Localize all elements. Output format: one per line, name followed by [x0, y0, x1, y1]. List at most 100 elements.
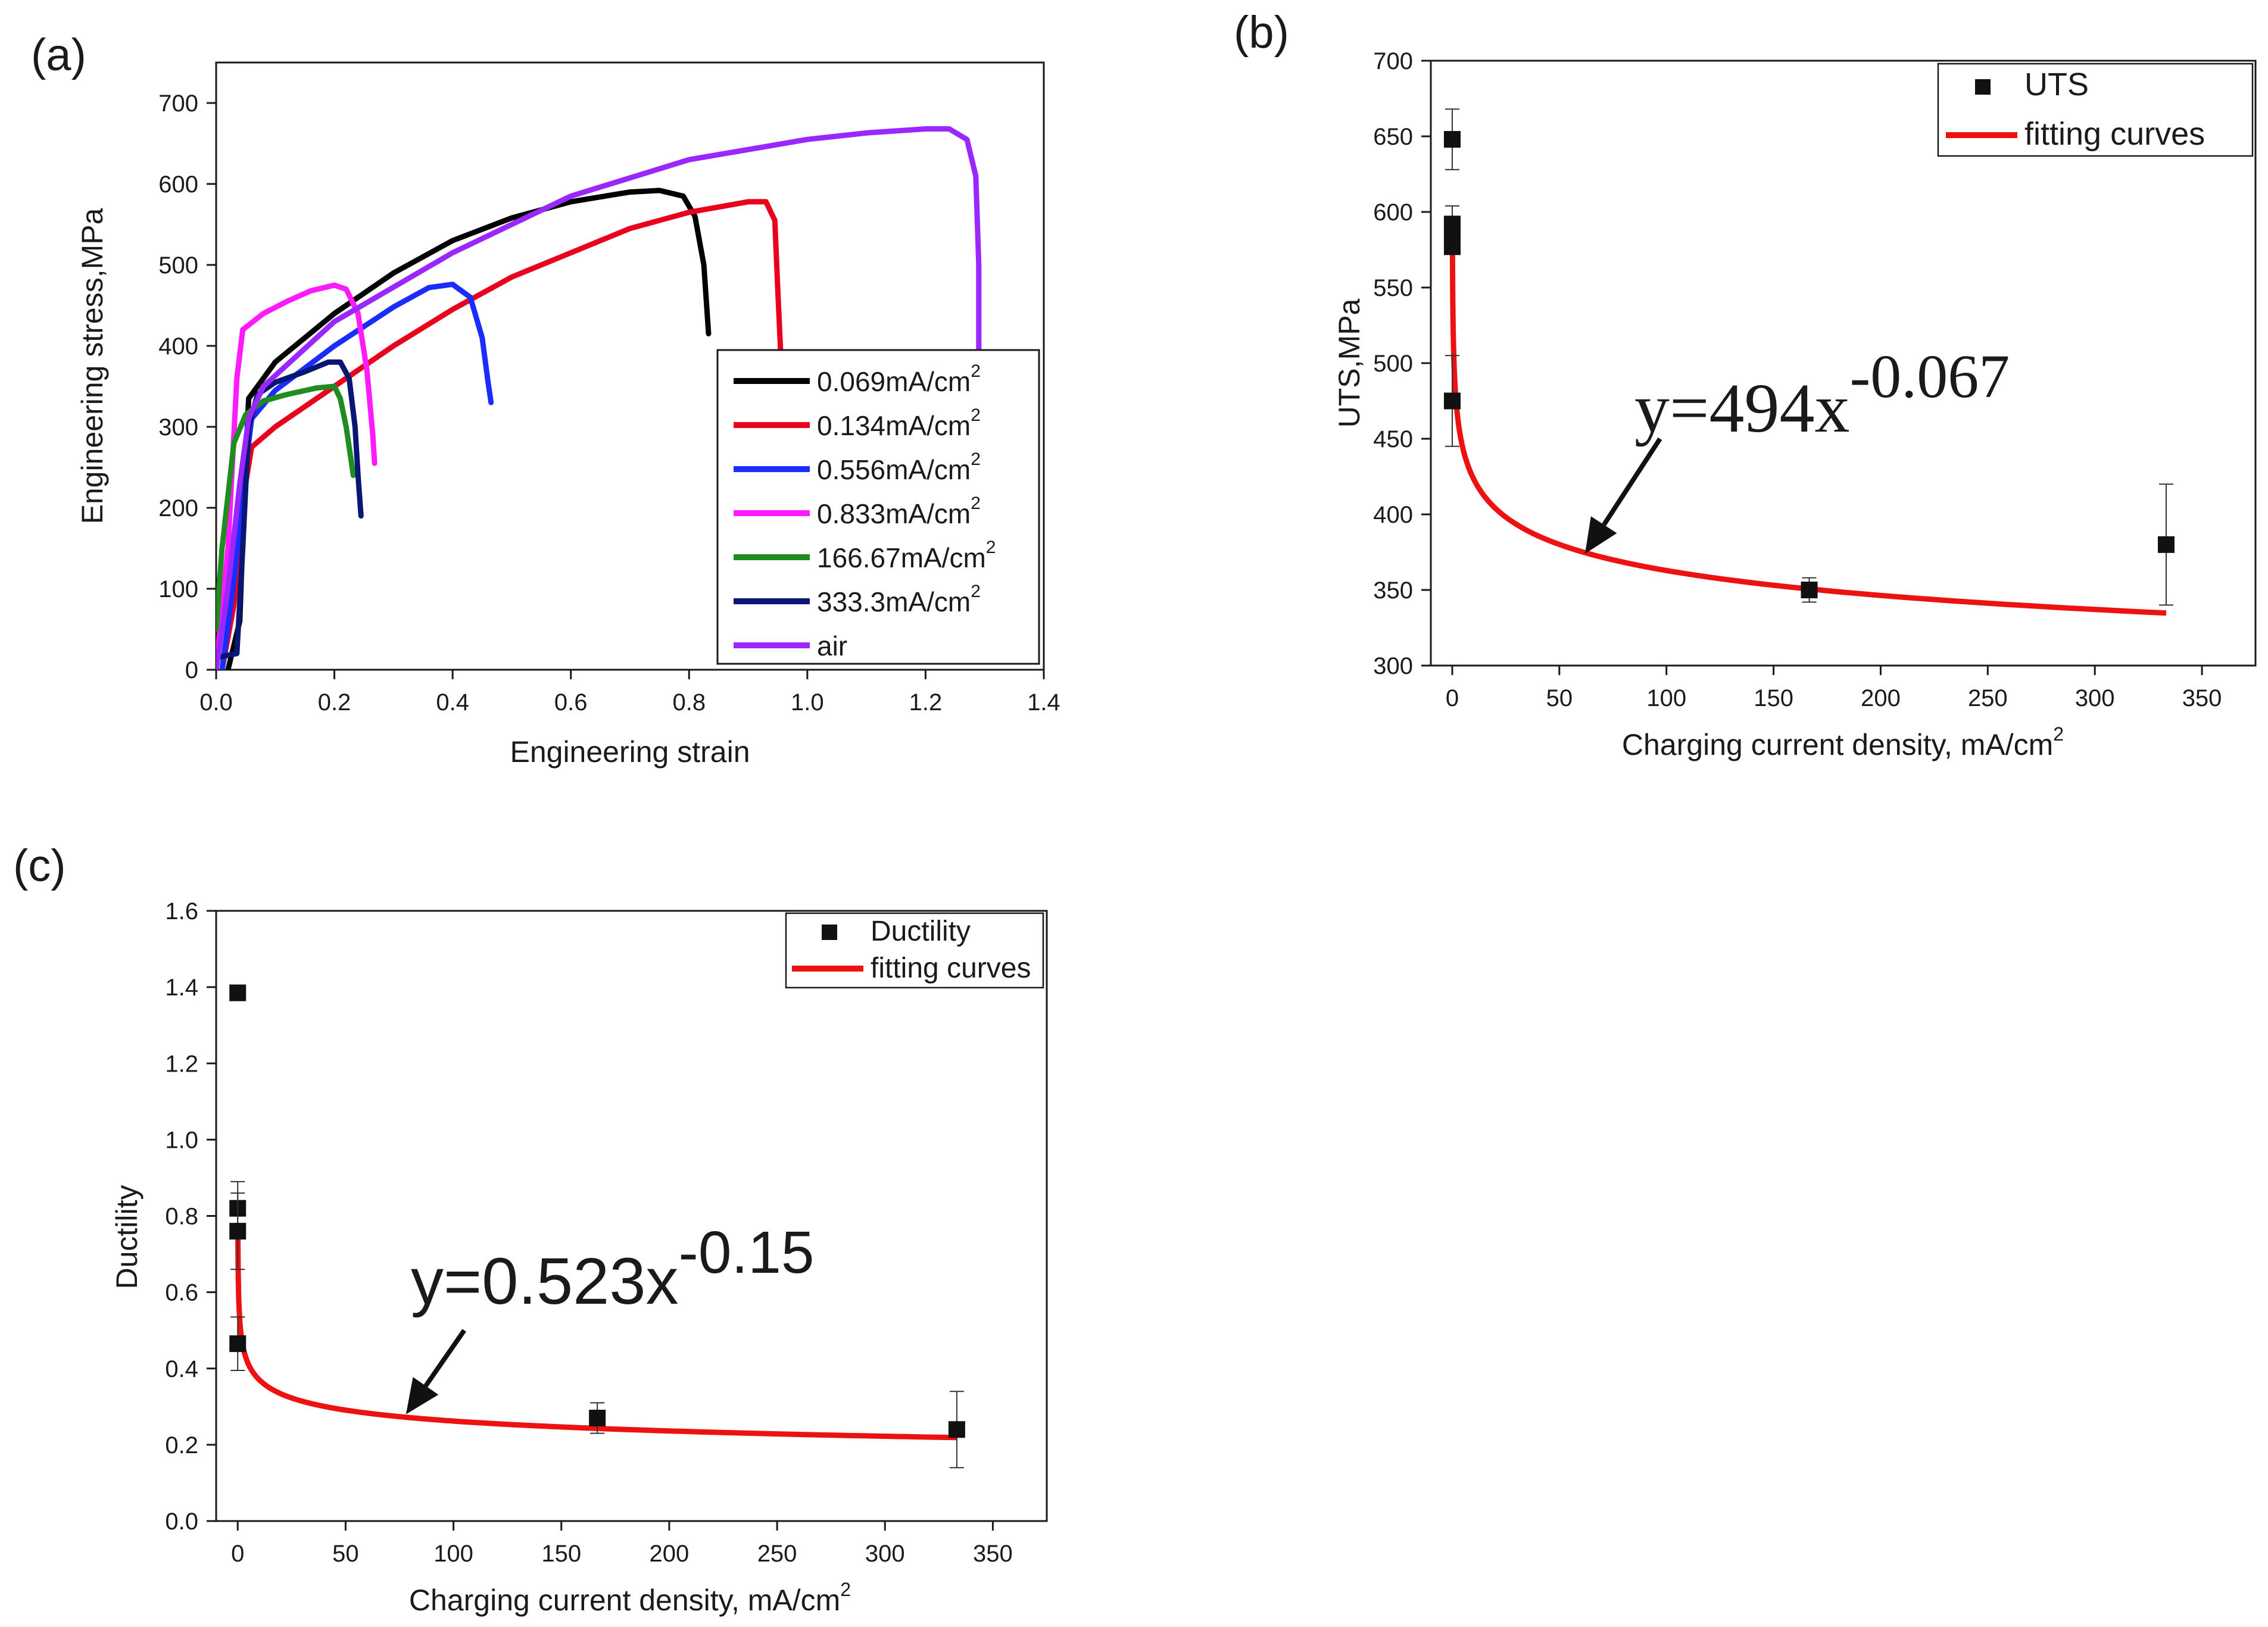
series-line-1 [219, 199, 784, 670]
legend-label-sup: 2 [971, 361, 981, 381]
panel-b-chart: 0 50 100 150 200 250 300 350 300 350 400 450 500 550… [1333, 48, 2257, 761]
fit-curve [235, 1222, 957, 1441]
x-tick-label: 250 [757, 1541, 797, 1567]
y-tick-label: 0.2 [165, 1432, 198, 1459]
y-tick-label: 100 [158, 576, 198, 602]
y-tick-label: 450 [1373, 426, 1413, 452]
legend-label-1: 0.134mA/cm2 [817, 405, 981, 441]
legend-label-sup: 2 [971, 449, 981, 469]
x-tick-label: 0.0 [199, 689, 233, 716]
panel-c-x-axis-label: Charging current density, mA/cm2 [409, 1579, 851, 1617]
series-line-4 [216, 383, 356, 632]
panel-a-label: (a) [31, 30, 86, 80]
panel-c-chart: 0 50 100 150 200 250 300 350 0.0 0.2 0.4 0.6 0.8 1.0… [110, 898, 1048, 1617]
panel-b-fit-equation: y=494x-0.067 [1634, 342, 2010, 447]
panel-b-x-axis-label-sup: 2 [2053, 723, 2064, 745]
y-tick-label: 300 [1373, 653, 1413, 679]
x-tick-label: 200 [650, 1541, 690, 1567]
y-tick-label: 700 [1373, 48, 1413, 74]
data-point-3 [1443, 238, 1461, 255]
panel-b-legend-label-uts: UTS [2024, 67, 2089, 102]
x-tick-label: 250 [1968, 685, 2008, 711]
x-tick-label: 150 [541, 1541, 581, 1567]
fit-curve [1449, 224, 2167, 616]
y-tick-label: 1.0 [165, 1127, 198, 1153]
series-line-5 [216, 359, 364, 661]
y-tick-label: 500 [158, 252, 198, 279]
x-tick-label: 1.4 [1027, 689, 1060, 716]
panel-b-legend: UTS fitting curves [1937, 63, 2254, 157]
y-tick-label: 0.4 [165, 1356, 198, 1382]
x-tick-label: 100 [1646, 685, 1686, 711]
legend-label-text: 0.069mA/cm [817, 366, 971, 397]
panel-a-plot-frame [215, 61, 1045, 671]
x-tick-label: 1.2 [909, 689, 943, 716]
data-point-4 [1443, 392, 1461, 410]
panel-a-y-axis-label: Engineering stress,MPa [76, 208, 109, 524]
panel-b-x-axis-label-text: Charging current density, mA/cm [1622, 728, 2053, 761]
y-tick-label: 600 [158, 171, 198, 198]
x-tick-label: 50 [1546, 685, 1573, 711]
legend-label-0: 0.069mA/cm2 [817, 361, 981, 397]
annotation-arrow-head [1585, 516, 1617, 554]
legend-label-text: 0.134mA/cm [817, 410, 971, 441]
y-tick-label: 500 [1373, 351, 1413, 377]
x-tick-label: 0 [1446, 685, 1459, 711]
legend-label-2: 0.556mA/cm2 [817, 449, 981, 485]
x-tick-label: 0.2 [318, 689, 351, 716]
data-point-2 [1443, 223, 1461, 241]
annotation-arrow-shaft [423, 1329, 466, 1388]
panel-b-x-axis-label: Charging current density, mA/cm2 [1622, 723, 2064, 761]
legend-label-sup: 2 [971, 494, 981, 513]
legend-label-3: 0.833mA/cm2 [817, 494, 981, 529]
x-tick-label: 0.4 [436, 689, 469, 716]
x-tick-label: 50 [332, 1541, 359, 1567]
series-line-6 [216, 126, 982, 670]
panel-b-fit-equation-exponent: -0.067 [1850, 342, 2010, 411]
panel-b-label: (b) [1234, 7, 1289, 58]
annotation-arrow-shaft [1602, 437, 1662, 526]
panel-a-x-axis-label: Engineering strain [510, 735, 750, 769]
x-tick-label: 200 [1861, 685, 1901, 711]
legend-label-text: 166.67mA/cm [817, 542, 986, 573]
panel-c-legend-label-ductility: Ductility [871, 916, 971, 947]
y-tick-label: 0 [185, 657, 198, 683]
panel-c-fit-equation-base: y=0.523x [411, 1245, 679, 1318]
data-point-5 [1801, 582, 1818, 598]
panel-c-y-axis-label: Ductility [110, 1185, 143, 1289]
data-point-6 [2157, 536, 2175, 553]
data-point-4 [589, 1410, 606, 1427]
panel-c-fit-equation-exponent: -0.15 [679, 1219, 815, 1286]
y-tick-label: 350 [1373, 577, 1413, 604]
y-tick-label: 200 [158, 495, 198, 521]
y-tick-label: 0.6 [165, 1280, 198, 1306]
series-line-0 [225, 188, 712, 670]
legend-label-sup: 2 [971, 405, 981, 425]
y-tick-label: 0.0 [165, 1509, 198, 1535]
y-tick-label: 400 [158, 333, 198, 360]
y-tick-label: 1.6 [165, 898, 198, 925]
y-tick-label: 700 [158, 90, 198, 117]
x-tick-label: 0.6 [554, 689, 588, 716]
y-tick-label: 650 [1373, 124, 1413, 150]
x-tick-label: 300 [2075, 685, 2115, 711]
data-point-0 [1443, 131, 1461, 148]
y-tick-label: 1.2 [165, 1051, 198, 1077]
x-tick-label: 100 [433, 1541, 473, 1567]
x-tick-label: 150 [1754, 685, 1793, 711]
legend-label-sup: 2 [986, 538, 996, 557]
legend-label-text: 0.556mA/cm [817, 454, 971, 485]
y-tick-label: 550 [1373, 275, 1413, 301]
legend-label-text: 0.833mA/cm [817, 498, 971, 529]
panel-c-legend-label-fit: fitting curves [871, 953, 1031, 984]
x-tick-label: 300 [865, 1541, 905, 1567]
x-tick-label: 350 [2182, 685, 2222, 711]
annotation-arrow-head [405, 1377, 439, 1414]
panel-a-legend: 0.069mA/cm20.134mA/cm20.556mA/cm20.833mA… [716, 349, 1040, 665]
panel-b-legend-marker-uts [1975, 79, 1991, 95]
panel-c-legend: Ductility fitting curves [785, 912, 1044, 989]
panel-c-legend-marker-ductility [822, 925, 837, 940]
panel-c-x-axis-label-text: Charging current density, mA/cm [409, 1584, 840, 1617]
y-tick-label: 1.4 [165, 975, 198, 1001]
panel-b-y-axis-label: UTS,MPa [1333, 298, 1366, 427]
